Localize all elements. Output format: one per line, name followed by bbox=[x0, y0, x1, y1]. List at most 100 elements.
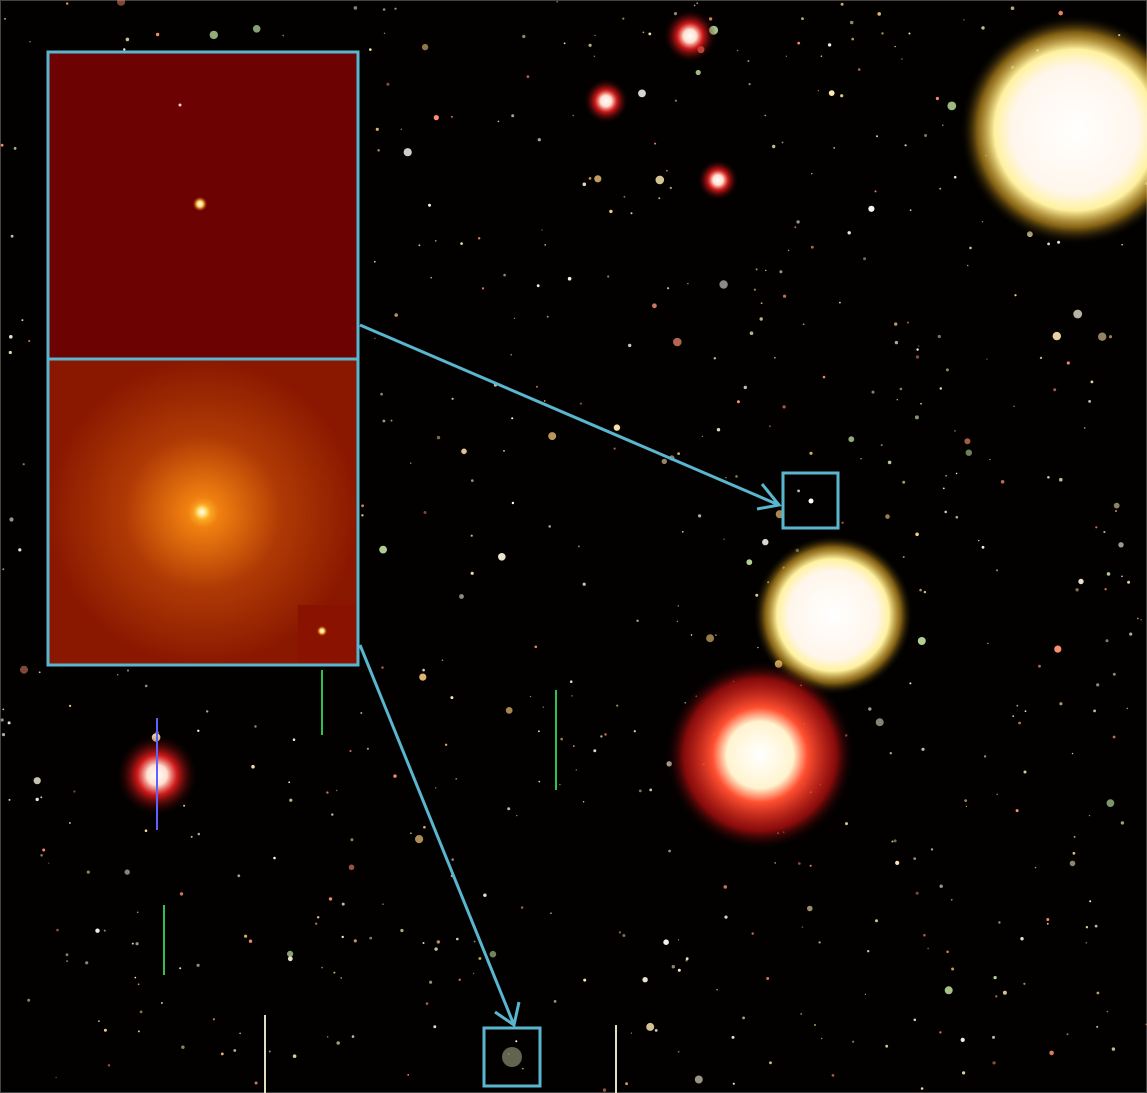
star bbox=[1010, 6, 1015, 10]
star bbox=[797, 489, 800, 493]
star bbox=[336, 1041, 341, 1045]
star bbox=[197, 832, 201, 836]
star bbox=[237, 874, 241, 878]
star bbox=[131, 942, 134, 945]
star bbox=[906, 321, 909, 324]
star bbox=[731, 1035, 735, 1039]
star bbox=[901, 58, 903, 60]
star bbox=[851, 37, 854, 41]
star bbox=[1096, 683, 1100, 687]
star bbox=[315, 922, 318, 925]
star bbox=[1121, 575, 1123, 578]
star bbox=[251, 764, 255, 769]
star bbox=[766, 977, 770, 980]
star bbox=[375, 127, 379, 131]
star bbox=[715, 634, 717, 636]
star bbox=[955, 472, 958, 475]
star bbox=[593, 55, 596, 58]
star bbox=[550, 912, 552, 914]
star bbox=[913, 1018, 917, 1022]
star bbox=[252, 25, 261, 33]
star bbox=[326, 791, 329, 794]
star bbox=[909, 209, 912, 212]
star bbox=[419, 673, 427, 681]
star bbox=[669, 186, 672, 190]
star bbox=[516, 815, 518, 817]
star bbox=[350, 838, 354, 842]
star bbox=[962, 1071, 966, 1075]
star bbox=[579, 402, 583, 405]
star bbox=[328, 897, 333, 901]
star bbox=[797, 41, 801, 45]
star bbox=[945, 474, 947, 477]
star bbox=[353, 939, 357, 943]
star bbox=[902, 556, 905, 558]
arrow bbox=[359, 323, 780, 507]
star bbox=[541, 229, 543, 231]
star bbox=[273, 856, 276, 860]
star bbox=[687, 283, 689, 285]
star bbox=[69, 822, 71, 824]
star bbox=[1023, 770, 1027, 774]
star bbox=[422, 942, 425, 944]
star bbox=[513, 317, 516, 320]
star bbox=[588, 177, 592, 180]
star bbox=[1120, 821, 1125, 825]
star bbox=[1093, 709, 1096, 713]
star bbox=[1105, 639, 1109, 643]
star bbox=[478, 957, 482, 960]
bright-star bbox=[753, 535, 913, 695]
star bbox=[538, 780, 541, 783]
star bbox=[450, 696, 454, 700]
star bbox=[600, 735, 603, 738]
star bbox=[915, 355, 920, 359]
star bbox=[1106, 572, 1111, 576]
star bbox=[575, 769, 577, 771]
star bbox=[797, 862, 801, 865]
star bbox=[993, 976, 997, 980]
star bbox=[939, 884, 943, 888]
star bbox=[239, 1032, 241, 1035]
star bbox=[828, 90, 835, 96]
star bbox=[604, 733, 607, 736]
star bbox=[840, 94, 844, 98]
star bbox=[983, 755, 987, 758]
star bbox=[538, 730, 540, 733]
star bbox=[693, 4, 696, 7]
star bbox=[785, 55, 788, 57]
star bbox=[1016, 704, 1019, 707]
inset-star bbox=[191, 501, 213, 523]
star bbox=[421, 43, 429, 51]
star bbox=[800, 1012, 803, 1015]
star bbox=[548, 432, 557, 441]
star bbox=[964, 438, 971, 445]
star bbox=[887, 460, 892, 465]
star bbox=[677, 1050, 680, 1053]
star bbox=[155, 32, 160, 37]
star bbox=[511, 417, 514, 420]
star bbox=[197, 729, 200, 732]
star bbox=[374, 337, 376, 340]
star bbox=[613, 424, 621, 431]
star bbox=[622, 934, 626, 937]
red-star bbox=[664, 10, 716, 62]
star bbox=[1053, 388, 1057, 392]
star bbox=[638, 89, 646, 98]
star bbox=[56, 928, 59, 932]
star bbox=[594, 34, 596, 37]
star bbox=[1075, 588, 1079, 592]
star bbox=[677, 605, 679, 607]
star bbox=[66, 960, 69, 963]
star bbox=[998, 921, 1001, 924]
star bbox=[965, 449, 972, 456]
inset-star bbox=[193, 197, 207, 211]
star bbox=[1094, 924, 1098, 928]
star bbox=[520, 906, 524, 909]
star bbox=[916, 348, 919, 351]
star bbox=[423, 825, 426, 829]
star bbox=[618, 931, 622, 934]
star bbox=[361, 504, 364, 508]
star bbox=[923, 590, 927, 594]
star bbox=[881, 32, 884, 35]
star bbox=[522, 34, 526, 39]
